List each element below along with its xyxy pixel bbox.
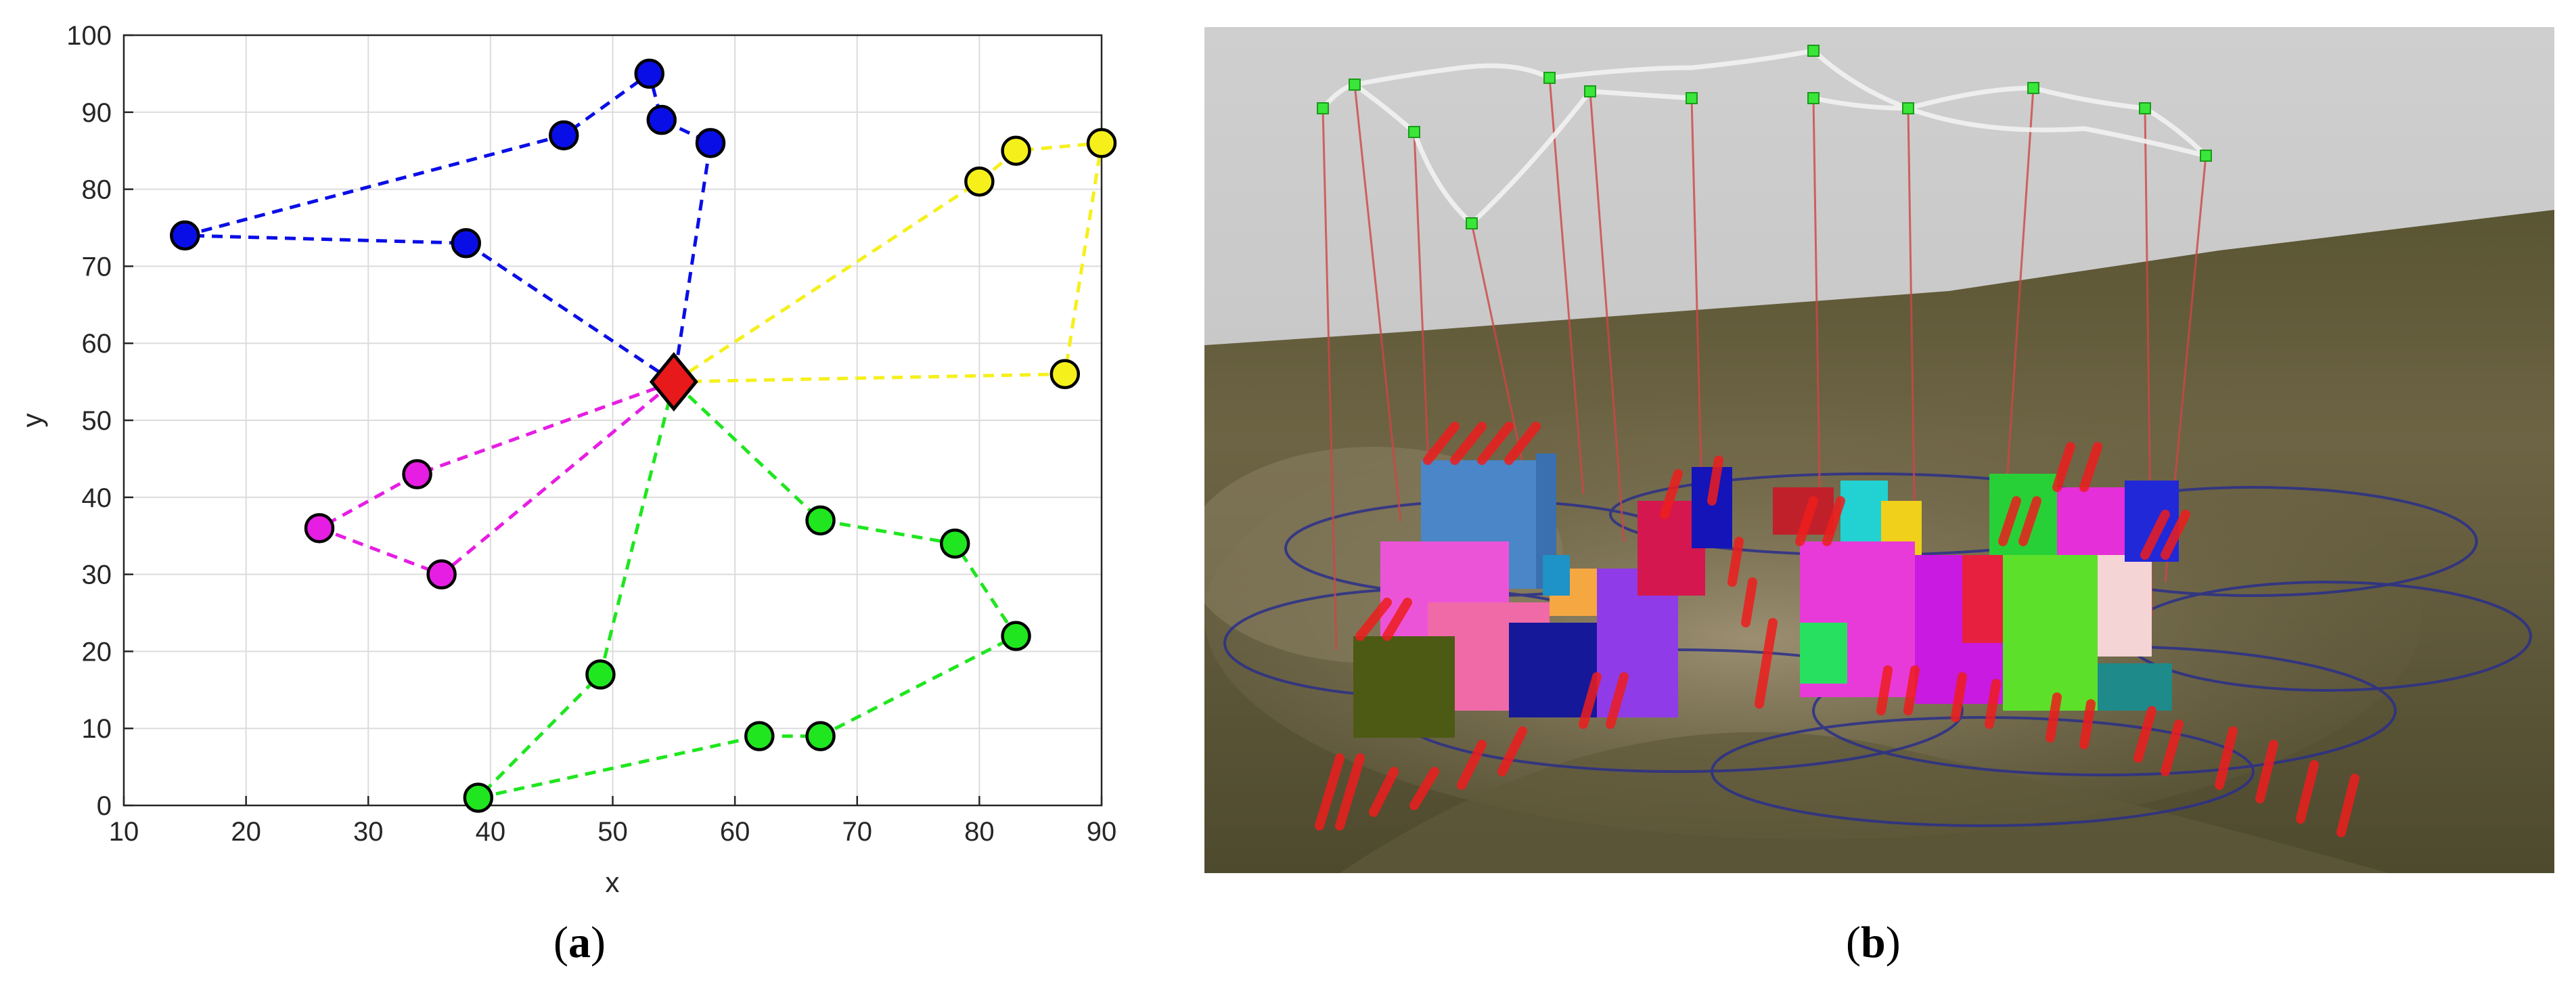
cargo-blocks <box>1353 453 2179 738</box>
node-point <box>1086 128 1117 158</box>
x-tick-label: 80 <box>964 817 995 847</box>
node-point <box>695 128 726 158</box>
node-point <box>304 513 335 543</box>
node-point <box>426 559 457 590</box>
y-tick-label: 40 <box>82 483 112 513</box>
y-tick-label: 30 <box>82 560 112 590</box>
node-point <box>585 659 616 690</box>
x-axis-label: x <box>606 866 620 898</box>
route-chart: 10 20 30 40 50 60 70 80 90 010203040506070809010… <box>16 21 1117 898</box>
node-point <box>1049 359 1081 389</box>
node-point <box>463 782 494 813</box>
node-point <box>1001 621 1031 651</box>
x-tick-label: 40 <box>476 817 506 847</box>
x-tick-label: 30 <box>353 817 384 847</box>
x-tick-label: 20 <box>231 817 261 847</box>
y-tick-label: 50 <box>82 406 112 436</box>
y-ticks: 0 10 20 30 40 50 60 70 80 90 100 <box>66 21 133 821</box>
node-point <box>805 721 836 751</box>
node-point <box>634 58 664 89</box>
node-point <box>451 228 481 259</box>
x-tick-label: 50 <box>597 817 628 847</box>
node-point <box>549 120 579 151</box>
depot-marker <box>649 352 698 412</box>
y-tick-label: 10 <box>82 714 112 744</box>
x-tick-label: 60 <box>720 817 750 847</box>
caption-a: (a) <box>553 918 606 967</box>
y-tick-label: 80 <box>82 175 112 205</box>
node-point <box>805 505 836 536</box>
uav-3d-simulation-image <box>1204 27 2554 873</box>
caption-b: (b) <box>1846 918 1901 967</box>
uav-nodes <box>1317 45 2212 229</box>
y-axis-label: y <box>16 414 48 428</box>
points <box>170 58 1117 813</box>
y-tick-label: 90 <box>82 98 112 128</box>
x-ticks: 10 20 30 40 50 60 70 80 90 <box>109 796 1117 847</box>
node-point <box>646 104 677 135</box>
y-tick-label: 60 <box>82 329 112 359</box>
x-tick-label: 10 <box>109 817 139 847</box>
y-tick-label: 70 <box>82 252 112 282</box>
node-point <box>1001 135 1031 166</box>
x-tick-label: 70 <box>842 817 873 847</box>
trajectory-streaks <box>1315 422 2359 837</box>
x-tick-label: 90 <box>1087 817 1117 847</box>
node-point <box>744 721 775 751</box>
depot <box>649 352 698 412</box>
node-point <box>940 528 970 559</box>
node-point <box>402 459 432 489</box>
terrain-ridge <box>1340 732 2389 873</box>
node-point <box>170 220 200 251</box>
y-tick-label: 100 <box>66 21 112 51</box>
node-point <box>964 166 995 197</box>
y-tick-label: 0 <box>97 791 112 821</box>
y-tick-label: 20 <box>82 637 112 667</box>
